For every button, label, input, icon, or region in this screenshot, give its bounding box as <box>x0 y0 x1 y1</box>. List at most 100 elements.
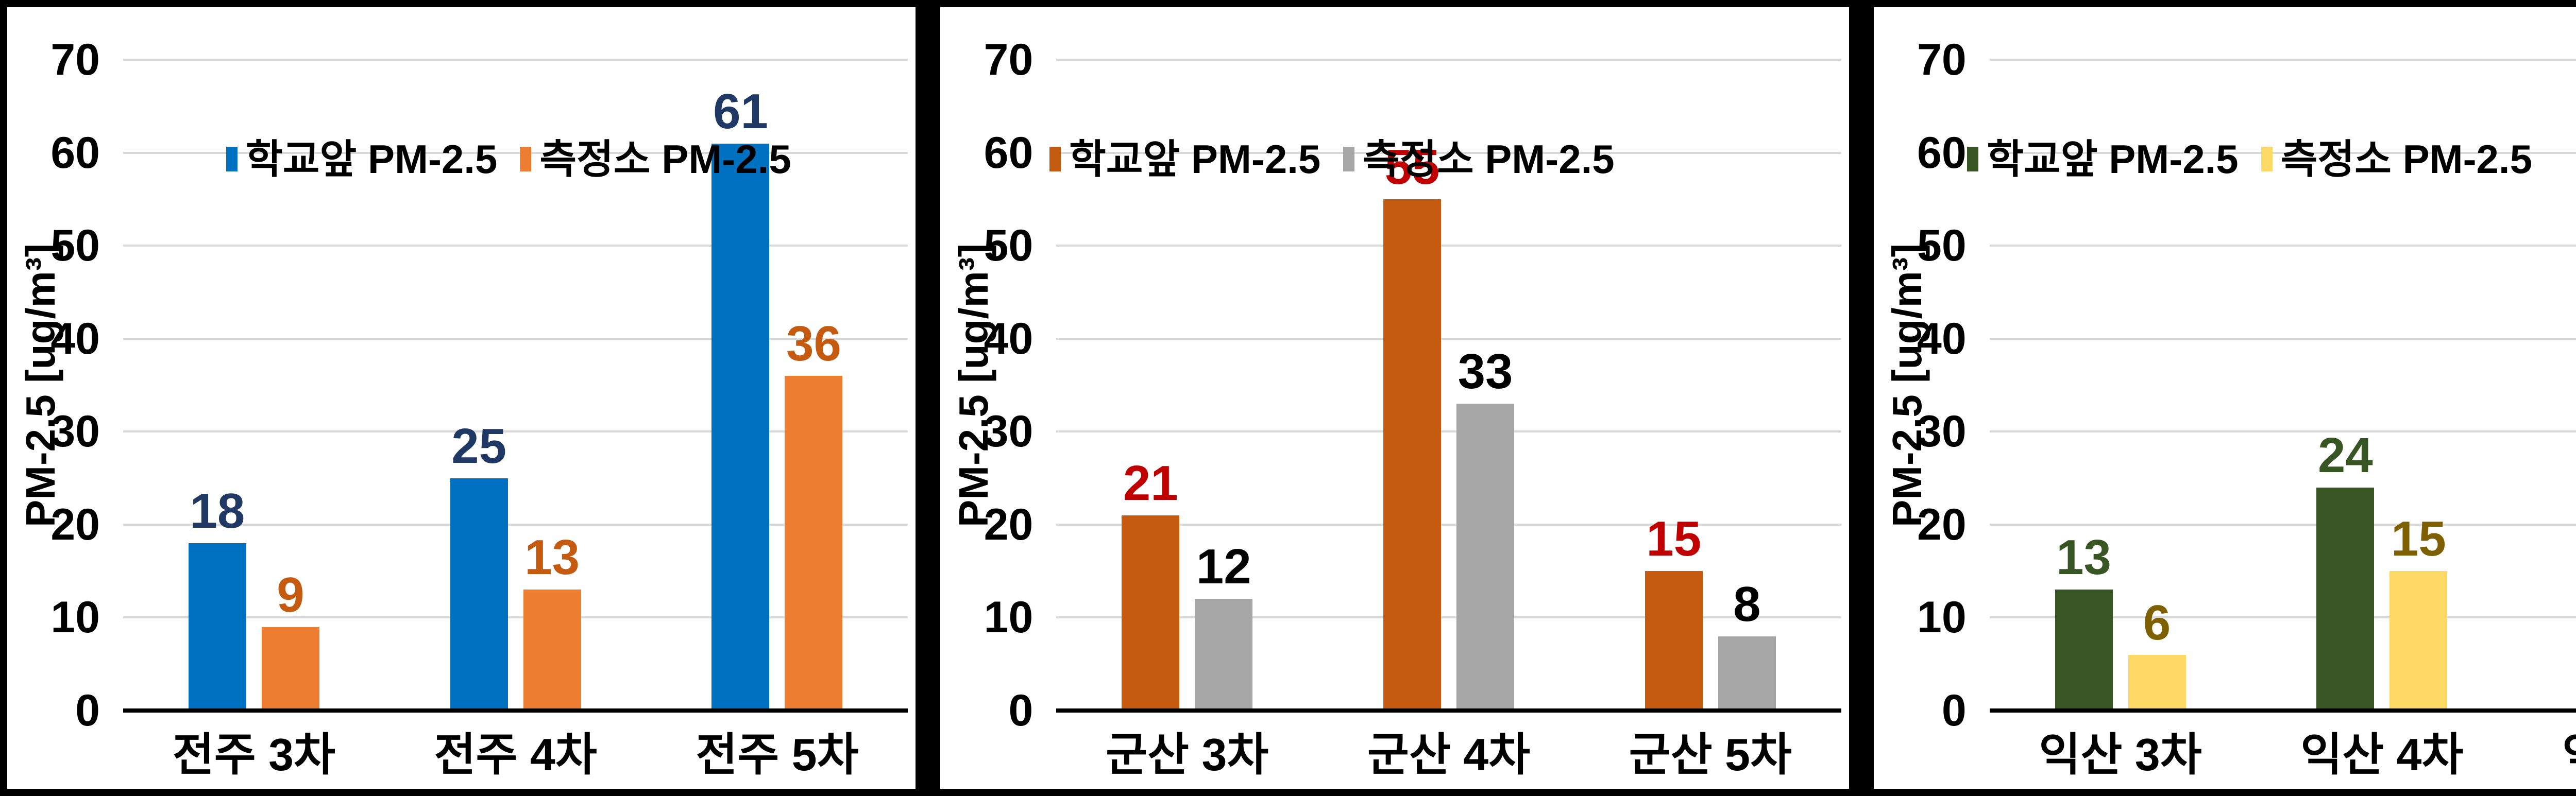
bar-value-label: 15 <box>2391 511 2446 567</box>
bar-value-label: 9 <box>277 567 304 622</box>
y-axis-tick-label: 20 <box>1917 499 1967 549</box>
bar-group: 13 6 <box>1990 60 2251 711</box>
bar-value-label: 25 <box>451 418 507 474</box>
bar-group: 15 8 <box>1580 60 1841 711</box>
legend-item: 학교앞 PM-2.5 <box>1967 136 2239 182</box>
legend-item: 측정소 PM-2.5 <box>1343 136 1615 182</box>
gridline <box>1989 245 2576 247</box>
station-bar-column: 6 <box>2128 60 2186 711</box>
bar-value-label: 13 <box>524 530 580 585</box>
gridline <box>123 616 908 619</box>
school-bar-column: 15 <box>1645 60 1703 711</box>
gridline <box>1056 59 1841 61</box>
legend-swatch-icon <box>226 147 238 171</box>
bar-value-label: 33 <box>1458 344 1513 400</box>
y-axis-tick-label: 0 <box>75 686 100 735</box>
station-bar <box>261 627 319 711</box>
bar-value-label: 55 <box>1384 139 1440 195</box>
bar-value-label: 36 <box>786 316 841 371</box>
y-axis-tick-label: 40 <box>984 314 1033 364</box>
gridline <box>1056 523 1841 526</box>
y-axis-tick-label: 10 <box>984 593 1033 643</box>
y-axis-tick-label: 30 <box>1917 407 1967 457</box>
station-bar <box>2389 571 2448 711</box>
station-bar <box>1718 636 1776 711</box>
y-axis-tick-label: 60 <box>984 128 1033 178</box>
gridline <box>123 337 908 340</box>
bar-group: 55 33 <box>1318 60 1580 711</box>
bar-value-label: 61 <box>713 83 768 139</box>
station-bar-column: 12 <box>1195 60 1253 711</box>
y-axis-tick-label: 50 <box>1917 221 1967 271</box>
station-bar <box>523 590 581 711</box>
y-axis-tick-label: 60 <box>1917 128 1967 178</box>
station-bar-column: 13 <box>523 60 581 711</box>
y-axis-tick-label: 10 <box>50 593 100 643</box>
school-bar <box>711 143 770 711</box>
school-bar-column: 61 <box>711 60 770 711</box>
x-axis-line <box>1056 708 1841 713</box>
y-axis-tick-label: 70 <box>984 35 1033 84</box>
legend-item: 측정소 PM-2.5 <box>2261 139 2532 179</box>
gridline <box>1989 616 2576 619</box>
gridline <box>1989 59 2576 61</box>
gridline <box>1056 245 1841 247</box>
x-axis-line <box>123 708 908 713</box>
school-bar-column: 55 <box>1383 60 1441 711</box>
x-axis-category-label: 익산 4차 <box>2300 729 2464 780</box>
y-axis-tick-label: 50 <box>50 221 100 271</box>
legend-swatch-icon <box>1049 147 1061 171</box>
station-bar <box>2128 654 2186 711</box>
bar-groups: 21 12 55 33 15 8 <box>1056 60 1841 711</box>
legend-label: 측정소 PM-2.5 <box>1363 136 1615 182</box>
legend-label: 측정소 PM-2.5 <box>539 136 791 182</box>
gridline <box>1989 523 2576 526</box>
gridline <box>1056 337 1841 340</box>
station-bar-column: 33 <box>1456 60 1514 711</box>
y-axis-tick-label: 20 <box>50 499 100 549</box>
x-axis-category-label: 익산 5차 <box>2513 724 2576 786</box>
legend-label: 학교앞 PM-2.5 <box>1987 136 2239 182</box>
x-axis-category-labels: 전주 3차 전주 4차 전주 5차 <box>123 724 908 786</box>
school-bar-column: 13 <box>2055 60 2113 711</box>
legend-swatch-icon <box>1343 147 1355 171</box>
station-bar-column: 36 <box>785 60 843 711</box>
y-axis-ticks: 0 10 20 30 40 50 60 70 <box>1874 38 1976 733</box>
legend: 학교앞 PM-2.5 측정소 PM-2.5 <box>1967 136 2532 182</box>
bar-group: 24 15 <box>2251 60 2513 711</box>
gridline <box>123 245 908 247</box>
school-bar <box>1645 571 1703 711</box>
bar-value-label: 12 <box>1196 539 1251 595</box>
station-bar <box>785 375 843 711</box>
legend-item: 학교앞 PM-2.5 <box>1049 139 1320 179</box>
y-axis-tick-label: 20 <box>984 499 1033 549</box>
school-bar <box>1383 199 1441 711</box>
gridline <box>1056 616 1841 619</box>
bar-value-label: 18 <box>190 483 245 539</box>
chart-panel-1: PM-2.5 [ug/m³] 0 10 20 30 40 50 60 70 18 9 25 13 61… <box>7 7 916 789</box>
bar-group: 21 12 <box>1056 60 1318 711</box>
bar-value-label: 6 <box>2143 595 2171 650</box>
x-axis-category-label: 전주 3차 <box>172 729 336 780</box>
bar-groups: 1362415189 <box>1990 60 2576 711</box>
y-axis-tick-label: 70 <box>50 35 100 84</box>
legend-label: 학교앞 PM-2.5 <box>246 136 498 182</box>
legend-swatch-icon <box>2261 147 2273 171</box>
bar-group: 18 9 <box>123 60 385 711</box>
bar-group: 61 36 <box>647 60 908 711</box>
legend: 학교앞 PM-2.5 측정소 PM-2.5 <box>226 136 791 182</box>
bar-group: 25 13 <box>385 60 647 711</box>
legend-label: 학교앞 PM-2.5 <box>1069 136 1321 182</box>
y-axis-ticks: 0 10 20 30 40 50 60 70 <box>7 38 109 733</box>
x-axis-line <box>1989 708 2576 713</box>
school-bar <box>188 543 246 711</box>
y-axis-tick-label: 30 <box>984 407 1033 457</box>
bar-value-label: 8 <box>1733 576 1761 632</box>
x-axis-category-label: 군산 4차 <box>1367 729 1531 780</box>
gridline <box>1056 151 1841 154</box>
legend-swatch-icon <box>1967 147 1979 171</box>
school-bar-column: 24 <box>2316 60 2375 711</box>
y-axis-tick-label: 0 <box>1941 686 1967 735</box>
